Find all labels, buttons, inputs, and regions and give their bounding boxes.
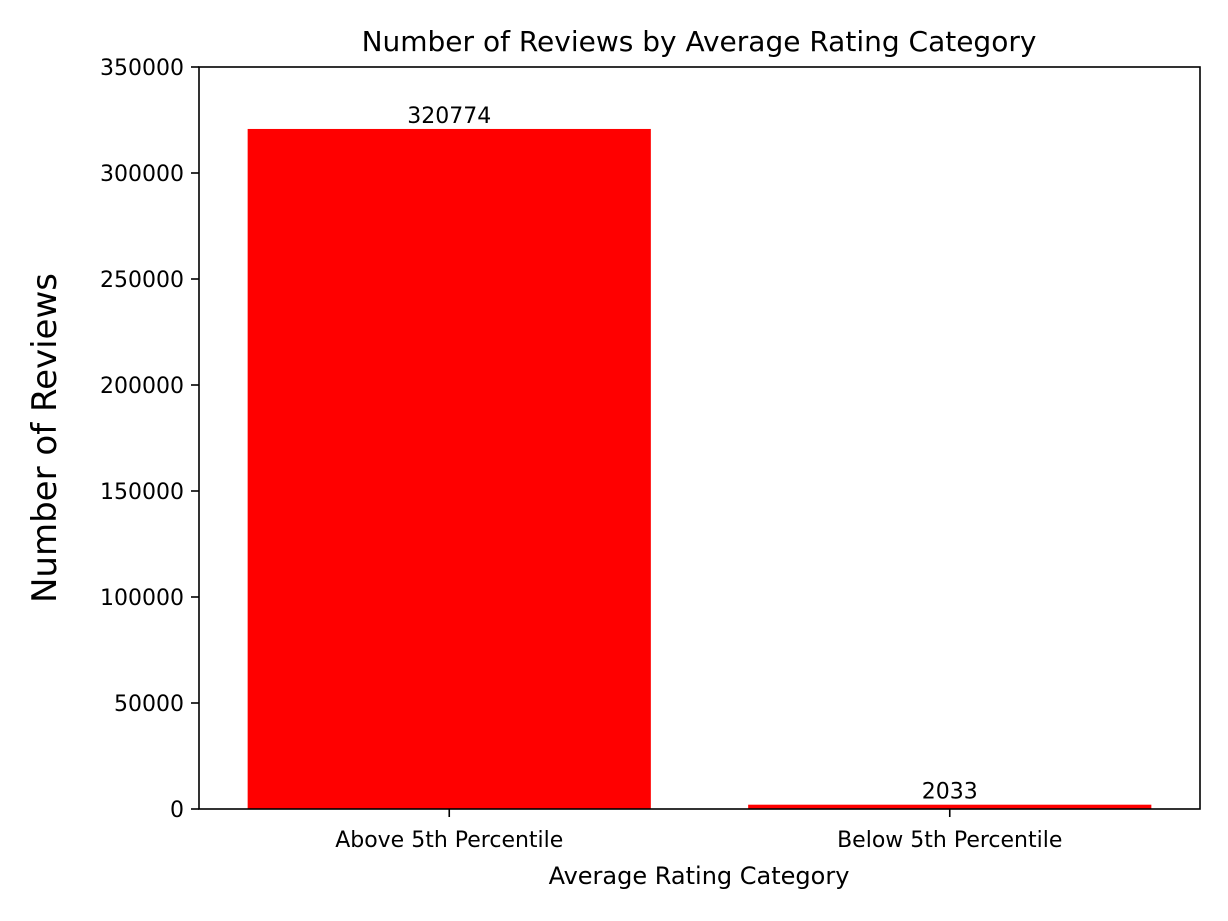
x-axis-title: Average Rating Category [549, 862, 850, 890]
y-tick-label-0: 0 [170, 798, 184, 823]
bar-value-label-1: 2033 [922, 780, 978, 805]
y-tick-label-7: 350000 [100, 56, 184, 81]
data-labels-group: 320774 2033 [407, 104, 977, 805]
chart-title: Number of Reviews by Average Rating Cate… [362, 25, 1037, 58]
bar-0 [247, 128, 651, 810]
bar-1 [748, 804, 1152, 809]
y-axis: 0 50000 100000 150000 200000 250000 300000 3500… [100, 56, 199, 823]
y-tick-label-3: 150000 [100, 480, 184, 505]
y-tick-label-5: 250000 [100, 268, 184, 293]
plot-frame [198, 66, 1201, 810]
x-tick-label-0: Above 5th Percentile [335, 828, 563, 853]
bars-group [247, 128, 1152, 810]
y-axis-title: Number of Reviews [25, 273, 65, 603]
bar-value-label-0: 320774 [407, 104, 491, 129]
y-tick-label-4: 200000 [100, 374, 184, 399]
x-axis: Above 5th Percentile Below 5th Percentile [335, 809, 1062, 853]
x-tick-label-1: Below 5th Percentile [837, 828, 1062, 853]
y-tick-label-6: 300000 [100, 162, 184, 187]
y-tick-label-2: 100000 [100, 586, 184, 611]
y-tick-label-1: 50000 [114, 692, 184, 717]
